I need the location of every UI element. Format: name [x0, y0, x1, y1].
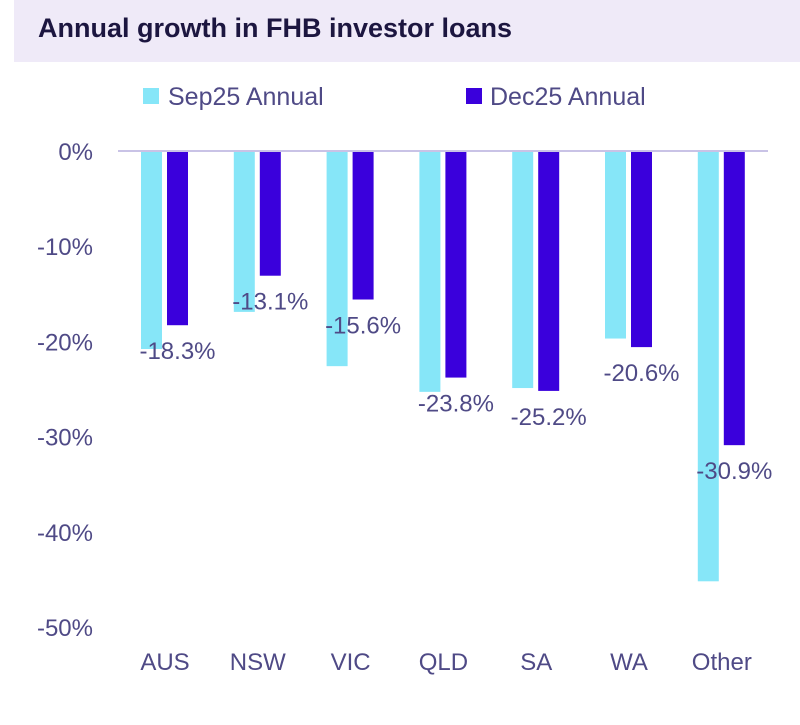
bar-dec25-nsw	[259, 151, 281, 276]
data-label-sa: -25.2%	[511, 404, 587, 431]
bar-dec25-other	[723, 151, 745, 446]
legend: Sep25 Annual Dec25 Annual	[143, 83, 646, 111]
legend-swatch-2	[466, 88, 482, 104]
bar-sep25-aus	[141, 151, 162, 350]
data-labels: -18.3% -13.1% -15.6% -23.8% -25.2% -20.6% -30.…	[139, 289, 772, 485]
category-labels: AUS NSW VIC QLD SA WA Other	[140, 649, 751, 676]
category-label-aus: AUS	[140, 649, 189, 676]
bar-dec25-wa	[631, 151, 652, 348]
bar-sep25-nsw	[233, 151, 255, 312]
data-label-other: -30.9%	[696, 458, 772, 485]
y-tick-label: -20%	[37, 329, 93, 356]
data-label-vic: -15.6%	[325, 313, 401, 340]
bar-sep25-vic	[326, 151, 348, 367]
category-label-qld: QLD	[419, 649, 468, 676]
data-label-nsw: -13.1%	[232, 289, 308, 316]
category-label-sa: SA	[520, 649, 552, 676]
bar-sep25-other	[697, 151, 719, 582]
y-tick-label: 0%	[58, 139, 93, 166]
y-tick-label: -10%	[37, 234, 93, 261]
category-label-vic: VIC	[331, 649, 371, 676]
data-label-wa: -20.6%	[603, 360, 679, 387]
title-bar: Annual growth in FHB investor loans	[14, 0, 800, 62]
bar-sep25-qld	[419, 151, 441, 392]
y-tick-label: -50%	[37, 615, 93, 642]
category-label-other: Other	[692, 649, 752, 676]
bar-dec25-vic	[352, 151, 374, 300]
legend-label-2: Dec25 Annual	[490, 83, 646, 111]
chart-title: Annual growth in FHB investor loans	[38, 13, 513, 43]
category-label-nsw: NSW	[230, 649, 286, 676]
bar-sep25-sa	[512, 151, 534, 389]
y-tick-label: -30%	[37, 425, 93, 452]
y-axis: 0% -10% -20% -30% -40% -50%	[37, 139, 93, 642]
data-label-aus: -18.3%	[139, 338, 215, 365]
data-label-qld: -23.8%	[418, 391, 494, 418]
bar-dec25-aus	[167, 151, 188, 326]
bar-dec25-sa	[538, 151, 560, 391]
legend-label-1: Sep25 Annual	[168, 83, 324, 111]
legend-swatch-1	[143, 88, 159, 104]
bar-dec25-qld	[445, 151, 467, 378]
y-tick-label: -40%	[37, 520, 93, 547]
bars	[141, 151, 745, 582]
bar-sep25-wa	[605, 151, 626, 339]
category-label-wa: WA	[610, 649, 648, 676]
